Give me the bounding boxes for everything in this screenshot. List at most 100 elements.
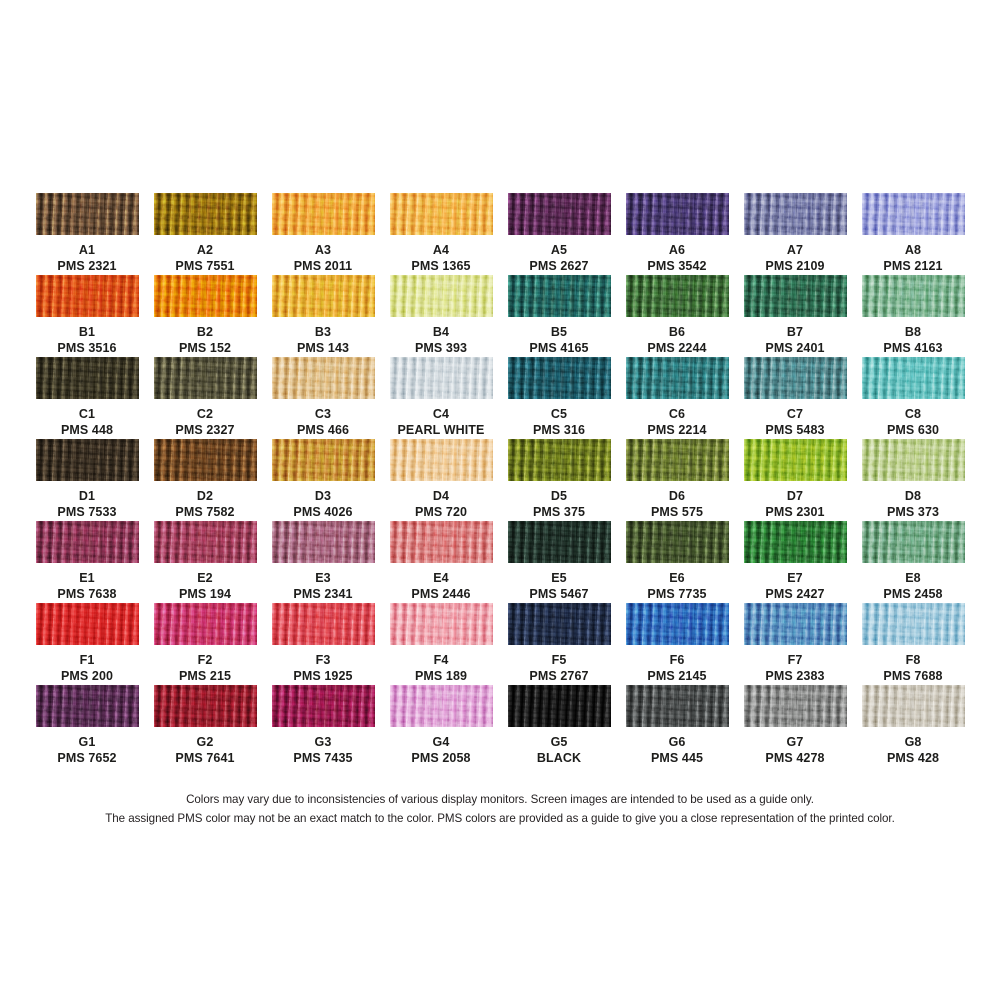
color-chip-g5[interactable] [507,685,611,727]
swatch-cell-c5[interactable]: C5 PMS 316 [500,357,618,438]
color-chip-d1[interactable] [35,439,139,481]
swatch-cell-d2[interactable]: D2 PMS 7582 [146,439,264,520]
swatch-cell-e5[interactable]: E5 PMS 5467 [500,521,618,602]
color-chip-c8[interactable] [861,357,965,399]
color-chip-f4[interactable] [389,603,493,645]
swatch-cell-g8[interactable]: G8 PMS 428 [854,685,972,766]
swatch-cell-a1[interactable]: A1 PMS 2321 [28,193,146,274]
color-chip-e6[interactable] [625,521,729,563]
swatch-cell-d8[interactable]: D8 PMS 373 [854,439,972,520]
swatch-cell-a3[interactable]: A3 PMS 2011 [264,193,382,274]
swatch-cell-e2[interactable]: E2 PMS 194 [146,521,264,602]
color-chip-a4[interactable] [389,193,493,235]
color-chip-b2[interactable] [153,275,257,317]
color-chip-g2[interactable] [153,685,257,727]
swatch-cell-f6[interactable]: F6 PMS 2145 [618,603,736,684]
color-chip-b8[interactable] [861,275,965,317]
swatch-cell-e6[interactable]: E6 PMS 7735 [618,521,736,602]
swatch-cell-a2[interactable]: A2 PMS 7551 [146,193,264,274]
color-chip-b1[interactable] [35,275,139,317]
color-chip-a8[interactable] [861,193,965,235]
color-chip-d3[interactable] [271,439,375,481]
swatch-cell-a5[interactable]: A5 PMS 2627 [500,193,618,274]
swatch-cell-d3[interactable]: D3 PMS 4026 [264,439,382,520]
swatch-cell-f5[interactable]: F5 PMS 2767 [500,603,618,684]
swatch-cell-f7[interactable]: F7 PMS 2383 [736,603,854,684]
swatch-cell-c2[interactable]: C2 PMS 2327 [146,357,264,438]
swatch-cell-b8[interactable]: B8 PMS 4163 [854,275,972,356]
color-chip-g3[interactable] [271,685,375,727]
swatch-cell-g7[interactable]: G7 PMS 4278 [736,685,854,766]
color-chip-g1[interactable] [35,685,139,727]
swatch-cell-b3[interactable]: B3 PMS 143 [264,275,382,356]
swatch-cell-b2[interactable]: B2 PMS 152 [146,275,264,356]
color-chip-f7[interactable] [743,603,847,645]
swatch-cell-f8[interactable]: F8 PMS 7688 [854,603,972,684]
swatch-cell-g6[interactable]: G6 PMS 445 [618,685,736,766]
swatch-cell-a6[interactable]: A6 PMS 3542 [618,193,736,274]
color-chip-g7[interactable] [743,685,847,727]
color-chip-f5[interactable] [507,603,611,645]
swatch-cell-f1[interactable]: F1 PMS 200 [28,603,146,684]
swatch-cell-b1[interactable]: B1 PMS 3516 [28,275,146,356]
color-chip-g6[interactable] [625,685,729,727]
swatch-cell-e4[interactable]: E4 PMS 2446 [382,521,500,602]
swatch-cell-d5[interactable]: D5 PMS 375 [500,439,618,520]
color-chip-b3[interactable] [271,275,375,317]
color-chip-a6[interactable] [625,193,729,235]
swatch-cell-g3[interactable]: G3 PMS 7435 [264,685,382,766]
swatch-cell-c4[interactable]: C4 PEARL WHITE [382,357,500,438]
swatch-cell-a8[interactable]: A8 PMS 2121 [854,193,972,274]
color-chip-e4[interactable] [389,521,493,563]
color-chip-c4[interactable] [389,357,493,399]
swatch-cell-e8[interactable]: E8 PMS 2458 [854,521,972,602]
swatch-cell-f4[interactable]: F4 PMS 189 [382,603,500,684]
color-chip-d8[interactable] [861,439,965,481]
color-chip-c6[interactable] [625,357,729,399]
color-chip-f2[interactable] [153,603,257,645]
color-chip-e8[interactable] [861,521,965,563]
color-chip-f6[interactable] [625,603,729,645]
swatch-cell-a4[interactable]: A4 PMS 1365 [382,193,500,274]
color-chip-e7[interactable] [743,521,847,563]
swatch-cell-e3[interactable]: E3 PMS 2341 [264,521,382,602]
color-chip-c1[interactable] [35,357,139,399]
swatch-cell-e7[interactable]: E7 PMS 2427 [736,521,854,602]
swatch-cell-g5[interactable]: G5 BLACK [500,685,618,766]
color-chip-g4[interactable] [389,685,493,727]
color-chip-d2[interactable] [153,439,257,481]
swatch-cell-c1[interactable]: C1 PMS 448 [28,357,146,438]
swatch-cell-c3[interactable]: C3 PMS 466 [264,357,382,438]
swatch-cell-g1[interactable]: G1 PMS 7652 [28,685,146,766]
swatch-cell-a7[interactable]: A7 PMS 2109 [736,193,854,274]
color-chip-e3[interactable] [271,521,375,563]
swatch-cell-f2[interactable]: F2 PMS 215 [146,603,264,684]
color-chip-d6[interactable] [625,439,729,481]
color-chip-d4[interactable] [389,439,493,481]
color-chip-c5[interactable] [507,357,611,399]
color-chip-c3[interactable] [271,357,375,399]
swatch-cell-c7[interactable]: C7 PMS 5483 [736,357,854,438]
swatch-cell-b5[interactable]: B5 PMS 4165 [500,275,618,356]
color-chip-b5[interactable] [507,275,611,317]
swatch-cell-c8[interactable]: C8 PMS 630 [854,357,972,438]
color-chip-f8[interactable] [861,603,965,645]
swatch-cell-f3[interactable]: F3 PMS 1925 [264,603,382,684]
color-chip-g8[interactable] [861,685,965,727]
swatch-cell-d1[interactable]: D1 PMS 7533 [28,439,146,520]
color-chip-c2[interactable] [153,357,257,399]
swatch-cell-d4[interactable]: D4 PMS 720 [382,439,500,520]
color-chip-b4[interactable] [389,275,493,317]
swatch-cell-g4[interactable]: G4 PMS 2058 [382,685,500,766]
swatch-cell-d6[interactable]: D6 PMS 575 [618,439,736,520]
swatch-cell-c6[interactable]: C6 PMS 2214 [618,357,736,438]
swatch-cell-g2[interactable]: G2 PMS 7641 [146,685,264,766]
color-chip-a1[interactable] [35,193,139,235]
color-chip-d5[interactable] [507,439,611,481]
color-chip-a7[interactable] [743,193,847,235]
color-chip-e1[interactable] [35,521,139,563]
swatch-cell-d7[interactable]: D7 PMS 2301 [736,439,854,520]
color-chip-a3[interactable] [271,193,375,235]
color-chip-b6[interactable] [625,275,729,317]
color-chip-e2[interactable] [153,521,257,563]
